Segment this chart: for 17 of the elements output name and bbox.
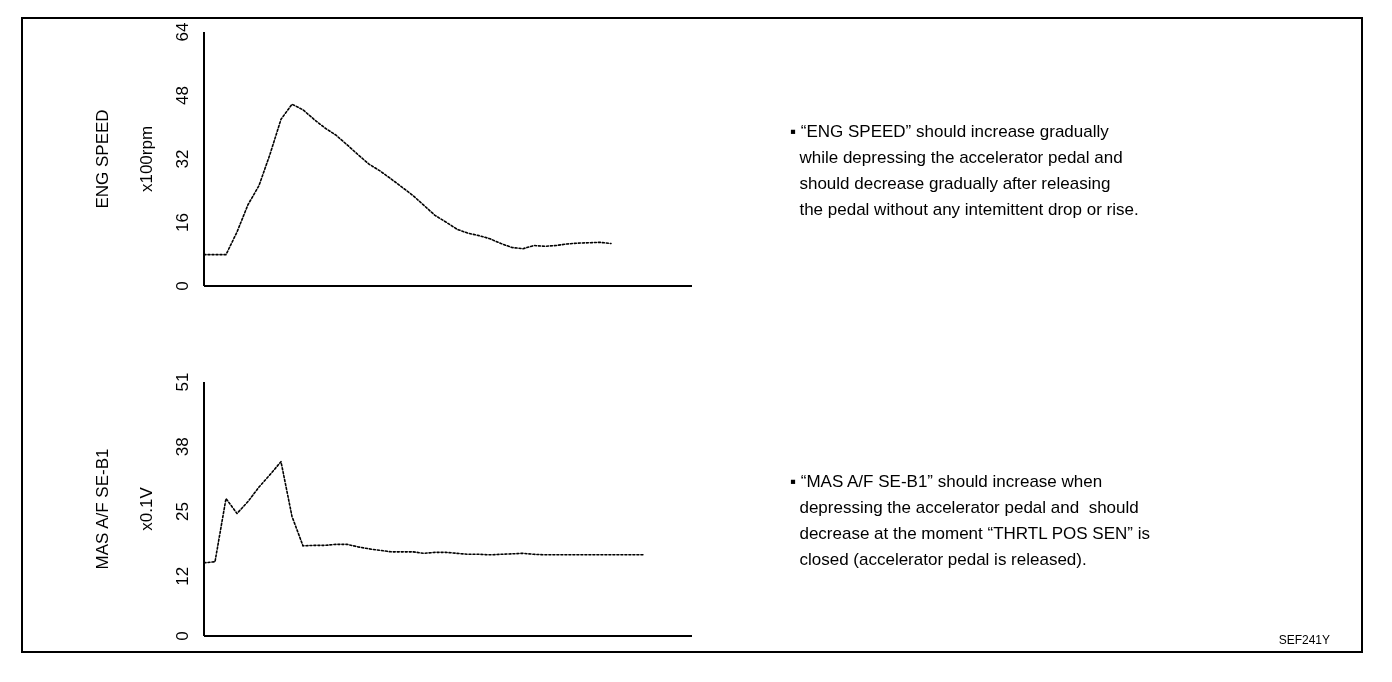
y-tick-label: 38 (173, 437, 192, 457)
text: ▪ “ENG SPEED” should increase gradually while depressing the accelerator pedal and should decrease gradually after releasing the pedal without any intemittent drop or rise. (790, 122, 1139, 219)
text: ENG SPEED (93, 109, 112, 209)
y-tick-label: 0 (173, 631, 192, 641)
y-tick-label: 51 (173, 372, 192, 392)
y-tick-label: 48 (173, 86, 192, 105)
y-tick-label: 16 (173, 213, 192, 232)
text: MAS A/F SE-B1 (93, 448, 112, 570)
y-tick-label: 12 (173, 566, 192, 586)
text: SEF241Y (1278, 633, 1330, 647)
y-axis-title: x100rpm (137, 125, 156, 193)
y-tick-label: 32 (173, 149, 192, 169)
y-tick-label: 64 (173, 22, 192, 42)
y-axis-title: x0.1V (137, 486, 156, 531)
y-tick-label: 25 (173, 502, 192, 521)
text: ▪ “MAS A/F SE-B1” should increase when depressing the accelerator pedal and should decrease at the moment “THRTL POS SEN” is closed (accelerator pedal is released). (790, 472, 1150, 569)
y-tick-label: 0 (173, 281, 192, 291)
